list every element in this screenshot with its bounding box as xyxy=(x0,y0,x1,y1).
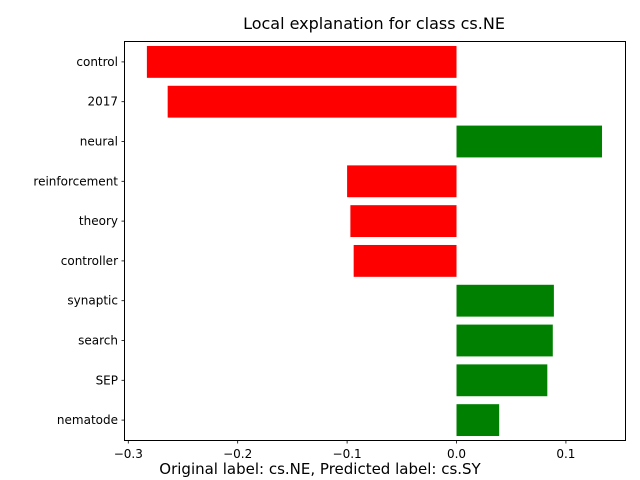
bar-synaptic xyxy=(456,284,554,317)
y-tick-label-neural: neural xyxy=(80,135,118,149)
bar-sep xyxy=(456,364,548,397)
y-tick-label-search: search xyxy=(78,334,118,348)
x-tick-label-4: 0.1 xyxy=(556,447,575,461)
bar-neural xyxy=(456,125,603,158)
x-tick-label-2: −0.1 xyxy=(333,447,362,461)
bar-2017 xyxy=(167,85,457,118)
x-tick-label-3: 0.0 xyxy=(447,447,466,461)
bar-theory xyxy=(350,205,457,238)
y-tick-label-control: control xyxy=(76,55,118,69)
y-tick-label-reinforcement: reinforcement xyxy=(33,174,118,188)
y-axis: control 2017 neural reinforcement theory cont… xyxy=(33,55,125,427)
bar-control xyxy=(146,45,457,78)
bars-layer xyxy=(146,45,603,437)
y-tick-label-synaptic: synaptic xyxy=(67,294,118,308)
bar-controller xyxy=(353,244,457,277)
x-axis: −0.3 −0.2 −0.1 0.0 0.1 xyxy=(114,440,575,461)
y-tick-label-controller: controller xyxy=(61,254,118,268)
y-tick-label-2017: 2017 xyxy=(87,95,118,109)
y-tick-label-sep: SEP xyxy=(96,373,118,387)
y-tick-label-theory: theory xyxy=(79,214,118,228)
chart-title: Local explanation for class cs.NE xyxy=(243,14,505,33)
plot-frame xyxy=(124,41,626,441)
x-tick-label-0: −0.3 xyxy=(114,447,143,461)
x-tick-label-1: −0.2 xyxy=(223,447,252,461)
bar-search xyxy=(456,324,553,357)
bar-reinforcement xyxy=(347,165,457,198)
prediction-caption: Original label: cs.NE, Predicted label: … xyxy=(159,460,481,478)
bar-nematode xyxy=(456,404,500,437)
y-tick-label-nematode: nematode xyxy=(57,413,118,427)
